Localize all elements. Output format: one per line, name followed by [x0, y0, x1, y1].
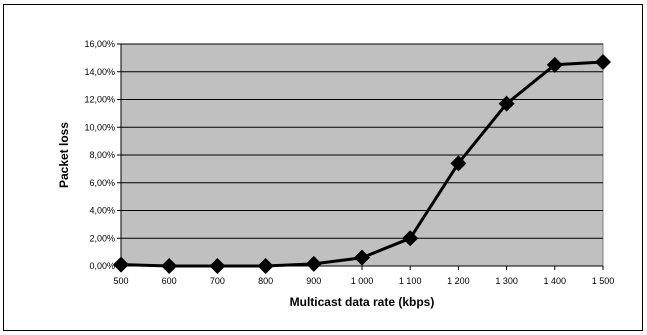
- x-tick-label: 1 200: [447, 276, 470, 286]
- y-tick-label: 8,00%: [89, 150, 115, 160]
- x-tick-label: 800: [258, 276, 273, 286]
- x-tick-label: 1 500: [592, 276, 615, 286]
- data-point-marker: [595, 54, 611, 71]
- data-point-marker: [161, 258, 178, 274]
- x-tick-label: 1 300: [495, 276, 518, 286]
- data-point-marker: [209, 258, 226, 274]
- y-tick-label: 12,00%: [84, 95, 115, 105]
- data-markers: [113, 54, 611, 274]
- x-tick-label: 1 100: [399, 276, 422, 286]
- x-tick-label: 700: [210, 276, 225, 286]
- y-tick-label: 4,00%: [89, 206, 115, 216]
- grid-lines: [121, 43, 603, 239]
- y-tick-label: 6,00%: [89, 178, 115, 188]
- x-axis-title: Multicast data rate (kbps): [290, 295, 435, 309]
- x-tick-label: 1 400: [544, 276, 567, 286]
- y-tick-label: 2,00%: [89, 233, 115, 243]
- x-tick-label: 500: [113, 276, 128, 286]
- x-tick-label: 1 000: [351, 276, 374, 286]
- y-tick-label: 0,00%: [89, 261, 115, 271]
- y-tick-label: 14,00%: [84, 67, 115, 77]
- x-axis-ticks: 500 600 700 800 900 1 000 1 100 1 200 1 300 1 400…: [113, 265, 615, 286]
- data-point-marker: [546, 56, 563, 73]
- y-tick-label: 10,00%: [84, 122, 115, 132]
- y-tick-label: 16,00%: [84, 39, 115, 49]
- data-point-marker: [354, 249, 370, 266]
- data-point-marker: [450, 155, 467, 172]
- data-point-marker: [257, 258, 274, 274]
- data-point-marker: [402, 230, 419, 247]
- x-tick-label: 900: [306, 276, 321, 286]
- x-tick-label: 600: [162, 276, 177, 286]
- data-point-marker: [498, 95, 515, 112]
- data-point-marker: [305, 255, 322, 272]
- y-axis-title: Packet loss: [57, 122, 71, 188]
- y-axis-ticks: 0,00% 2,00% 4,00% 6,00% 8,00% 10,00% 12,00% 14,…: [84, 39, 122, 271]
- data-point-marker: [113, 256, 129, 273]
